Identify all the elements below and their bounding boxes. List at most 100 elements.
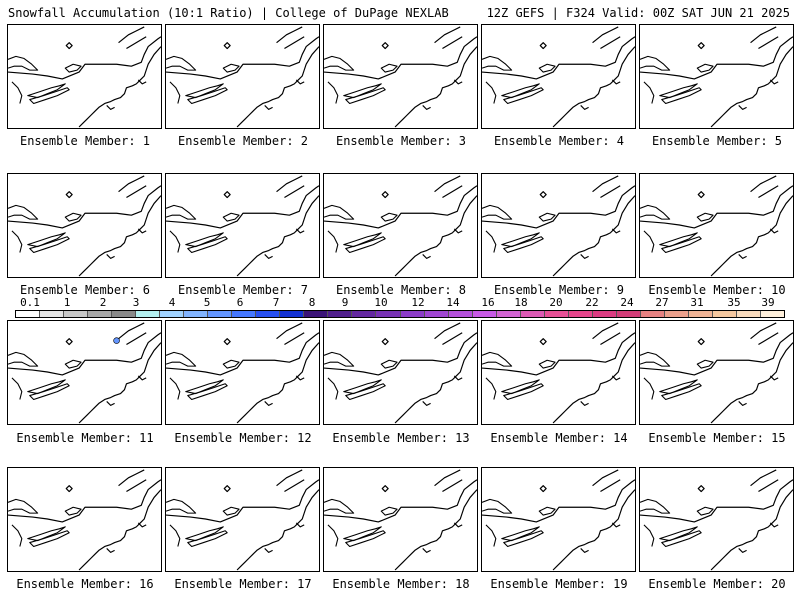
colorbar-tick-label: 4	[168, 296, 176, 309]
colorbar-swatch	[160, 311, 185, 317]
ensemble-member-label: Ensemble Member: 16	[16, 577, 154, 591]
colorbar-swatch	[256, 311, 281, 317]
colorbar-swatch	[328, 311, 353, 317]
ensemble-map-panel	[323, 24, 478, 129]
colorbar-swatch	[496, 311, 521, 317]
snowfall-spot	[113, 337, 120, 344]
colorbar-tick-label: 35	[727, 296, 741, 309]
ensemble-member-label: Ensemble Member: 1	[19, 134, 151, 148]
map-outline	[8, 469, 161, 571]
colorbar-swatch	[400, 311, 425, 317]
ensemble-map-panel	[7, 467, 162, 572]
ensemble-member-label: Ensemble Member: 4	[493, 134, 625, 148]
ensemble-map-panel	[639, 24, 794, 129]
ensemble-member-label: Ensemble Member: 20	[648, 577, 786, 591]
colorbar-swatch	[424, 311, 449, 317]
map-outline	[8, 175, 161, 277]
map-outline	[482, 175, 635, 277]
ensemble-member-label: Ensemble Member: 18	[332, 577, 470, 591]
colorbar-tick-label: 39	[761, 296, 775, 309]
colorbar-swatch	[736, 311, 761, 317]
colorbar-swatch	[472, 311, 497, 317]
ensemble-member-label: Ensemble Member: 10	[648, 283, 786, 297]
map-outline	[640, 26, 793, 128]
colorbar-tick-label: 6	[236, 296, 244, 309]
colorbar-swatch	[544, 311, 569, 317]
map-outline	[640, 175, 793, 277]
ensemble-map-panel	[323, 467, 478, 572]
ensemble-member-label: Ensemble Member: 19	[490, 577, 628, 591]
colorbar-swatch	[640, 311, 665, 317]
colorbar-swatch	[112, 311, 137, 317]
colorbar-swatch	[520, 311, 545, 317]
colorbar-tick-label: 16	[481, 296, 495, 309]
ensemble-map-panel	[165, 24, 320, 129]
colorbar-tick-label: 5	[203, 296, 211, 309]
ensemble-member-label: Ensemble Member: 7	[177, 283, 309, 297]
colorbar-swatch	[592, 311, 617, 317]
ensemble-map-panel	[165, 173, 320, 278]
colorbar-swatch	[760, 311, 784, 317]
colorbar-swatch	[688, 311, 713, 317]
colorbar-swatch	[568, 311, 593, 317]
map-outline	[8, 322, 161, 424]
ensemble-member-label: Ensemble Member: 3	[335, 134, 467, 148]
map-outline	[166, 175, 319, 277]
colorbar-tick-label: 2	[99, 296, 107, 309]
ensemble-member-label: Ensemble Member: 9	[493, 283, 625, 297]
ensemble-member-label: Ensemble Member: 2	[177, 134, 309, 148]
colorbar-swatch	[304, 311, 329, 317]
ensemble-member-label: Ensemble Member: 11	[16, 431, 154, 445]
ensemble-member-label: Ensemble Member: 8	[335, 283, 467, 297]
ensemble-map-panel	[323, 173, 478, 278]
ensemble-map-panel	[165, 320, 320, 425]
map-outline	[324, 175, 477, 277]
colorbar-tick-label: 22	[585, 296, 599, 309]
map-outline	[482, 322, 635, 424]
ensemble-map-panel	[481, 320, 636, 425]
map-outline	[166, 469, 319, 571]
colorbar-tick-label: 12	[411, 296, 425, 309]
ensemble-map-panel	[323, 320, 478, 425]
ensemble-map-panel	[481, 24, 636, 129]
ensemble-member-label: Ensemble Member: 17	[174, 577, 312, 591]
colorbar-tick-label: 9	[341, 296, 349, 309]
colorbar-tick-label: 14	[446, 296, 460, 309]
colorbar-swatch	[712, 311, 737, 317]
map-outline	[482, 469, 635, 571]
colorbar-tick-label: 8	[308, 296, 316, 309]
map-outline	[324, 26, 477, 128]
colorbar-swatch	[88, 311, 113, 317]
colorbar-tick-label: 1	[63, 296, 71, 309]
ensemble-member-label: Ensemble Member: 6	[19, 283, 151, 297]
colorbar-tick-label: 0.1	[20, 296, 40, 309]
colorbar-swatch	[184, 311, 209, 317]
colorbar-swatch	[64, 311, 89, 317]
model-run-info: 12Z GEFS | F324 Valid: 00Z SAT JUN 21 20…	[486, 6, 790, 20]
ensemble-map-panel	[639, 173, 794, 278]
map-outline	[166, 26, 319, 128]
map-outline	[166, 322, 319, 424]
ensemble-map-panel	[7, 24, 162, 129]
colorbar-swatch	[208, 311, 233, 317]
colorbar-tick-label: 31	[690, 296, 704, 309]
map-outline	[324, 469, 477, 571]
colorbar-tick-label: 3	[132, 296, 140, 309]
colorbar-tick-label: 27	[655, 296, 669, 309]
ensemble-map-panel	[165, 467, 320, 572]
colorbar-tick-label: 18	[514, 296, 528, 309]
map-title: Snowfall Accumulation (10:1 Ratio) | Col…	[8, 6, 449, 20]
map-outline	[482, 26, 635, 128]
ensemble-map-panel	[481, 467, 636, 572]
colorbar-swatch	[448, 311, 473, 317]
colorbar-tick-label: 7	[272, 296, 280, 309]
colorbar-swatch	[376, 311, 401, 317]
map-outline	[640, 469, 793, 571]
colorbar-swatch	[232, 311, 257, 317]
colorbar	[15, 310, 785, 318]
colorbar-swatch	[664, 311, 689, 317]
colorbar-tick-label: 10	[374, 296, 388, 309]
ensemble-map-panel	[481, 173, 636, 278]
ensemble-map-panel	[639, 467, 794, 572]
ensemble-map-panel	[7, 320, 162, 425]
